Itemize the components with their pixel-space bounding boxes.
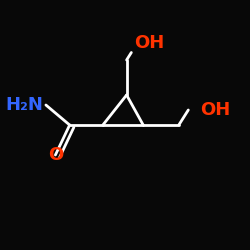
Text: O: O [48, 146, 63, 164]
Text: OH: OH [200, 101, 230, 119]
Text: OH: OH [134, 34, 164, 52]
Text: H₂N: H₂N [6, 96, 44, 114]
